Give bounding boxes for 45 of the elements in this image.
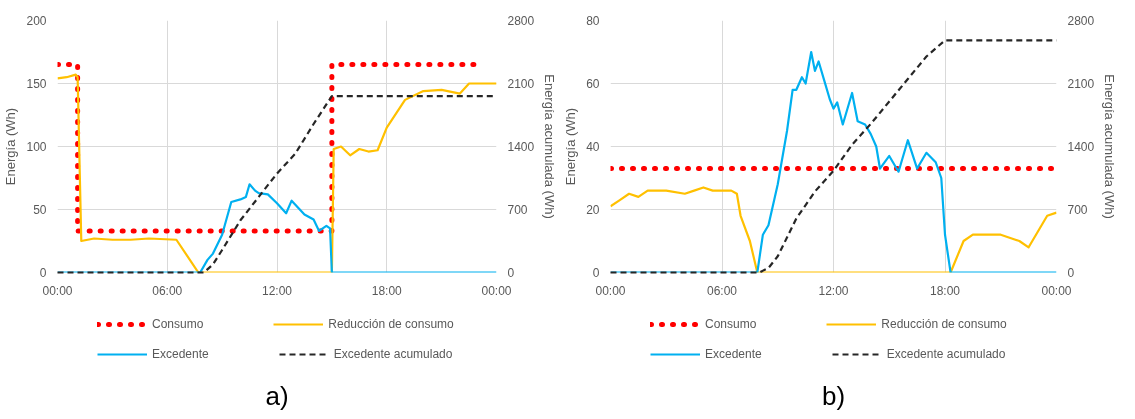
y2-axis-title: Energía acumulada (Wh) (542, 74, 558, 219)
x-tick-label: 06:00 (706, 283, 738, 298)
x-tick-label: 00:00 (595, 283, 626, 298)
legend-label: Excedente acumulado (886, 347, 1006, 361)
y-tick-label: 80 (586, 14, 600, 28)
x-tick-label: 00:00 (1041, 283, 1072, 298)
y-tick-label: 150 (26, 77, 47, 91)
legend-label: Excedente (152, 347, 209, 361)
legend-label: Consumo (705, 317, 757, 331)
x-tick-label: 00:00 (481, 283, 512, 298)
y2-tick-label: 2800 (1067, 14, 1095, 28)
y2-tick-label: 0 (1067, 266, 1075, 280)
y2-tick-label: 1400 (1067, 140, 1095, 154)
y2-tick-label: 700 (1067, 203, 1088, 217)
legend-label: Excedente acumulado (333, 347, 453, 361)
y-axis-title: Energía (Wh) (3, 107, 19, 186)
y-tick-label: 100 (26, 140, 47, 154)
y2-axis-title: Energía acumulada (Wh) (1102, 74, 1118, 219)
x-tick-label: 12:00 (818, 283, 849, 298)
y-tick-label: 0 (39, 266, 47, 280)
line-series (610, 186, 1057, 273)
y-tick-label: 40 (586, 140, 600, 154)
x-tick-label: 00:00 (42, 283, 73, 298)
x-tick-label: 06:00 (152, 283, 183, 298)
legend-label: Excedente (705, 347, 762, 361)
y2-tick-label: 2800 (507, 14, 535, 28)
y2-tick-label: 2100 (507, 77, 535, 91)
legend-label: Reducción de consumo (328, 317, 454, 331)
y-tick-label: 60 (586, 77, 600, 91)
y-tick-label: 0 (592, 266, 600, 280)
y-tick-label: 200 (26, 14, 47, 28)
y-axis-title: Energía (Wh) (563, 107, 579, 186)
legend-label: Consumo (152, 317, 204, 331)
y2-tick-label: 700 (507, 203, 528, 217)
y2-tick-label: 0 (507, 266, 515, 280)
text: b) (821, 380, 846, 411)
x-tick-label: 12:00 (261, 283, 293, 298)
x-tick-label: 18:00 (929, 283, 961, 298)
y-tick-label: 50 (33, 203, 47, 217)
legend-label: Reducción de consumo (881, 317, 1007, 331)
y2-tick-label: 2100 (1067, 77, 1095, 91)
y-tick-label: 20 (586, 203, 600, 217)
text: a) (265, 380, 289, 411)
y2-tick-label: 1400 (507, 140, 535, 154)
x-tick-label: 18:00 (371, 283, 403, 298)
